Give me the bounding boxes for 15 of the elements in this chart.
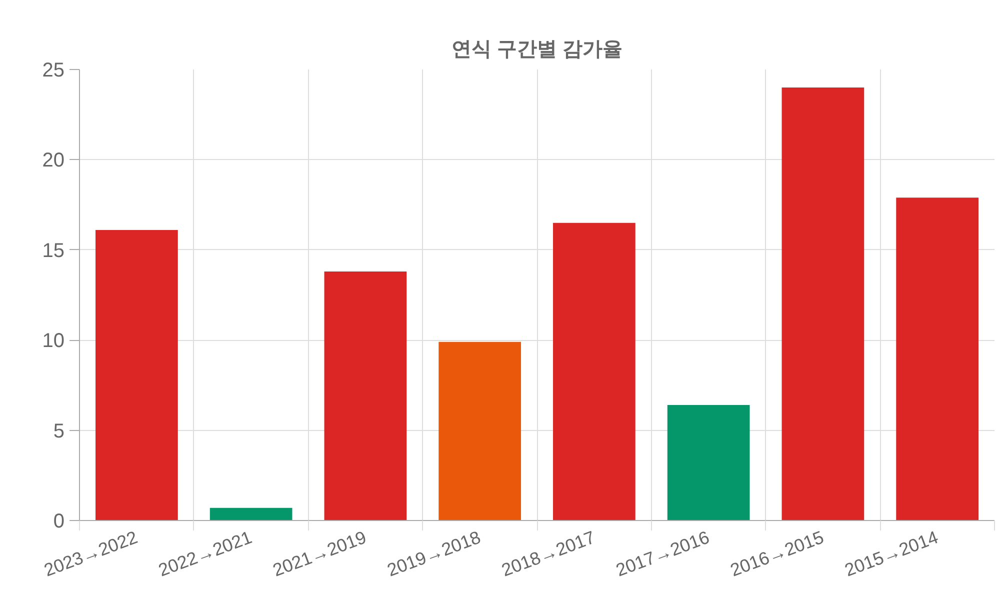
y-tick-label: 5 bbox=[53, 420, 64, 442]
chart-title: 연식 구간별 감가율 bbox=[451, 38, 623, 60]
y-tick-label: 15 bbox=[42, 240, 65, 262]
bar bbox=[896, 198, 978, 520]
y-tick-label: 20 bbox=[42, 150, 65, 172]
bar bbox=[782, 88, 864, 520]
bar bbox=[667, 405, 750, 520]
bar bbox=[96, 230, 178, 520]
y-tick-label: 0 bbox=[53, 510, 64, 532]
bar bbox=[438, 342, 521, 520]
bar bbox=[210, 508, 292, 520]
bar bbox=[324, 272, 407, 520]
y-tick-label: 10 bbox=[42, 330, 65, 352]
y-tick-label: 25 bbox=[42, 60, 65, 82]
bar bbox=[553, 222, 636, 520]
